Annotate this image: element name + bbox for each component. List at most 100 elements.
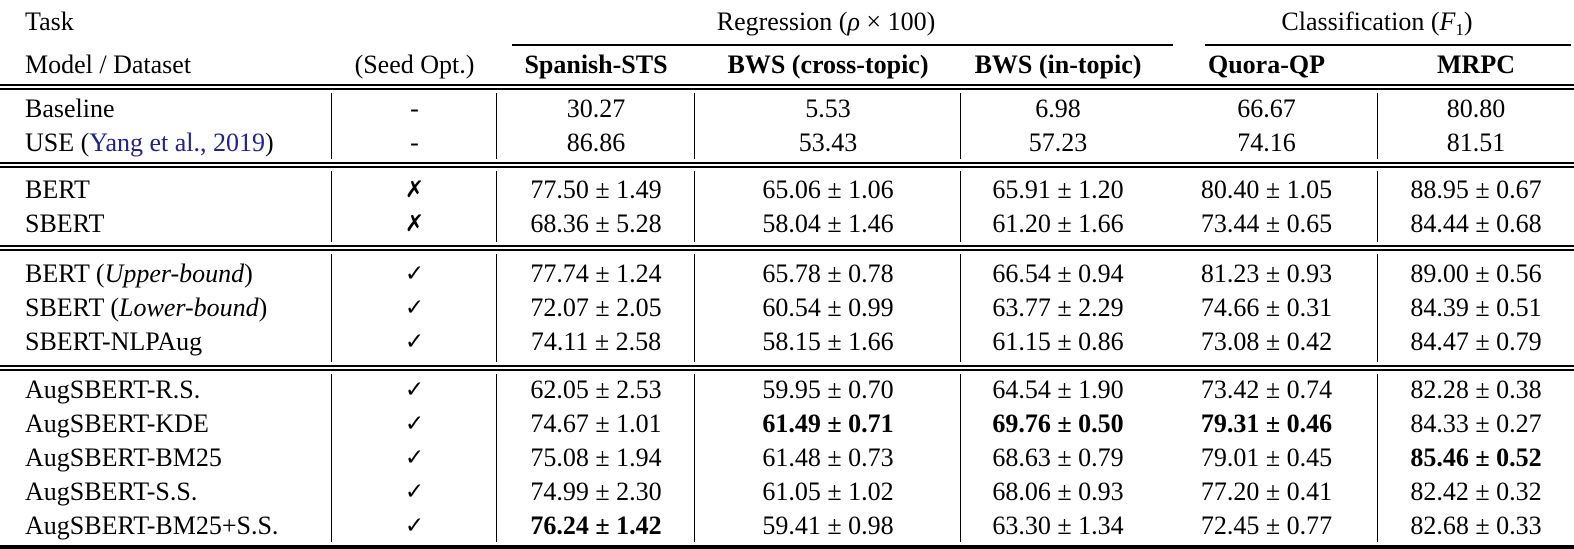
column-separator-line [693,171,695,242]
column-separator-line [959,171,961,242]
classification-label-pre: Classification ( [1281,7,1440,36]
model-cell: BERT (Upper-bound) [0,257,332,291]
score-cell: 69.76 ± 0.50 [992,409,1124,438]
score-cell: 68.36 ± 5.28 [530,209,662,238]
seed-opt-check-icon: ✓ [404,445,425,471]
table-row: AugSBERT-S.S. ✓ 74.99 ± 2.30 61.05 ± 1.02 68… [0,475,1574,509]
seed-opt-none: - [410,128,419,157]
column-separator-line [330,171,332,242]
score-cell: 74.16 [1237,128,1296,157]
score-cell: 72.45 ± 0.77 [1200,511,1333,540]
column-header-mrpc: MRPC [1437,50,1515,79]
score-cell: 84.47 ± 0.79 [1410,327,1542,356]
model-name: SBERT-NLPAug [25,327,203,356]
column-separator-line [495,374,497,542]
score-cell: 72.07 ± 2.05 [530,293,662,322]
seed-opt-check-icon: ✓ [404,479,425,505]
column-separator-line [1376,93,1378,159]
model-cell: AugSBERT-BM25 [0,441,332,475]
column-header-bws-in-topic: BWS (in-topic) [974,50,1142,79]
score-cell: 57.23 [1028,128,1088,157]
model-cell: AugSBERT-R.S. [0,373,332,407]
column-header-quora-qp: Quora-QP [1208,50,1325,79]
score-cell: 68.63 ± 0.79 [992,443,1124,472]
seed-opt-check-icon: ✓ [404,377,425,403]
model-name: SBERT ( [25,293,120,322]
column-separator-line [693,374,695,542]
model-name: AugSBERT-KDE [25,409,209,438]
score-cell: 79.31 ± 0.46 [1200,409,1333,438]
score-cell: 66.67 [1237,94,1296,123]
model-name-qualifier: Lower-bound [119,293,259,322]
column-header-seed-opt: (Seed Opt.) [354,50,475,79]
column-separator-line [495,93,497,159]
model-name: AugSBERT-S.S. [25,477,198,506]
column-separator-line [495,171,497,242]
f1-symbol: F [1439,7,1456,36]
model-cell: AugSBERT-KDE [0,407,332,441]
score-cell: 61.15 ± 0.86 [992,327,1124,356]
row-group: AugSBERT-R.S. ✓ 62.05 ± 2.53 59.95 ± 0.70 64… [0,371,1574,549]
citation-link[interactable]: Yang et al., 2019 [89,128,266,157]
score-cell: 77.74 ± 1.24 [530,259,662,288]
table-row: BERT ✗ 77.50 ± 1.49 65.06 ± 1.06 65.91 ± 1.2… [0,173,1574,207]
model-name-suffix: ) [258,293,268,322]
model-cell: Baseline [0,92,332,126]
column-separator-line [693,254,695,362]
score-cell: 73.44 ± 0.65 [1200,209,1333,238]
column-header-spanish-sts: Spanish-STS [524,50,668,79]
score-cell: 77.20 ± 0.41 [1200,477,1333,506]
model-name: AugSBERT-R.S. [25,375,201,404]
score-cell: 5.53 [805,94,851,123]
column-header-model-dataset: Model / Dataset [25,50,192,79]
column-separator-line [330,254,332,362]
score-cell: 74.99 ± 2.30 [530,477,662,506]
score-cell: 76.24 ± 1.42 [530,511,662,540]
score-cell: 84.33 ± 0.27 [1410,409,1542,438]
model-name-qualifier: Upper-bound [104,259,245,288]
score-cell: 84.44 ± 0.68 [1410,209,1542,238]
score-cell: 82.42 ± 0.32 [1410,477,1542,506]
score-cell: 63.77 ± 2.29 [992,293,1124,322]
model-cell: AugSBERT-S.S. [0,475,332,509]
model-cell: SBERT (Lower-bound) [0,291,332,325]
score-cell: 80.80 [1446,94,1506,123]
table-row: SBERT ✗ 68.36 ± 5.28 58.04 ± 1.46 61.20 ± 1.… [0,207,1574,241]
row-group: BERT (Upper-bound) ✓ 77.74 ± 1.24 65.78 ± 0… [0,251,1574,371]
seed-opt-none: - [410,94,419,123]
model-cell: SBERT [0,207,332,241]
score-cell: 30.27 [566,94,626,123]
score-cell: 86.86 [566,128,626,157]
score-cell: 81.23 ± 0.93 [1200,259,1333,288]
score-cell: 80.40 ± 1.05 [1200,175,1333,204]
score-cell: 58.15 ± 1.66 [762,327,894,356]
column-separator-line [330,374,332,542]
f1-subscript: 1 [1455,20,1464,39]
classification-group-header: Classification (F1) [1180,2,1574,42]
seed-opt-check-icon: ✓ [404,513,425,539]
model-name: AugSBERT-BM25 [25,443,222,472]
score-cell: 64.54 ± 1.90 [992,375,1124,404]
score-cell: 74.66 ± 0.31 [1200,293,1333,322]
score-cell: 88.95 ± 0.67 [1410,175,1542,204]
score-cell: 65.78 ± 0.78 [762,259,894,288]
table-row: SBERT (Lower-bound) ✓ 72.07 ± 2.05 60.54 ± … [0,291,1574,325]
column-separator-line [495,254,497,362]
model-name-suffix: ) [265,128,274,157]
table-row: AugSBERT-R.S. ✓ 62.05 ± 2.53 59.95 ± 0.70 64… [0,373,1574,407]
column-separator-line [693,93,695,159]
score-cell: 59.41 ± 0.98 [762,511,894,540]
column-separator-line [1376,254,1378,362]
table-row: AugSBERT-BM25+S.S. ✓ 76.24 ± 1.42 59.41 ± 0… [0,509,1574,543]
task-label: Task [25,7,74,36]
seed-opt-check-icon: ✓ [404,261,425,287]
score-cell: 60.54 ± 0.99 [762,293,894,322]
score-cell: 74.67 ± 1.01 [530,409,662,438]
model-cell: AugSBERT-BM25+S.S. [0,509,332,543]
column-separator-line [959,254,961,362]
model-name: Baseline [25,94,115,123]
score-cell: 75.08 ± 1.94 [530,443,662,472]
column-separator-line [959,374,961,542]
regression-label-post: × 100) [859,7,936,36]
row-group: Baseline - 30.27 5.53 6.98 66.67 80.80 USE (Yan… [0,90,1574,168]
